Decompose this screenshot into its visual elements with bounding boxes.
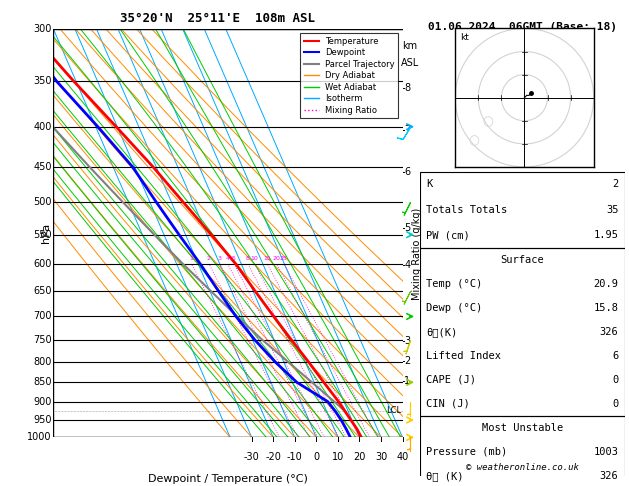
- Text: Most Unstable: Most Unstable: [482, 423, 563, 433]
- Text: hPa: hPa: [41, 223, 51, 243]
- Text: 900: 900: [33, 397, 52, 407]
- Text: 10: 10: [331, 451, 344, 462]
- Text: 8: 8: [245, 256, 249, 261]
- Text: 20: 20: [272, 256, 280, 261]
- Text: 30: 30: [375, 451, 387, 462]
- Text: 326: 326: [599, 471, 618, 481]
- Text: CIN (J): CIN (J): [426, 399, 470, 409]
- Text: 1000: 1000: [27, 433, 52, 442]
- Text: 2: 2: [404, 356, 411, 366]
- Text: 5: 5: [231, 256, 236, 261]
- Text: Pressure (mb): Pressure (mb): [426, 447, 508, 457]
- Text: 700: 700: [33, 312, 52, 321]
- Text: 300: 300: [33, 24, 52, 34]
- Text: PW (cm): PW (cm): [426, 230, 470, 240]
- Text: 25: 25: [280, 256, 287, 261]
- Text: 01.06.2024  06GMT (Base: 18): 01.06.2024 06GMT (Base: 18): [428, 21, 617, 32]
- Text: 5: 5: [404, 224, 411, 233]
- Text: 650: 650: [33, 286, 52, 296]
- Text: 6: 6: [612, 351, 618, 361]
- Text: 35: 35: [606, 205, 618, 215]
- Text: 0: 0: [313, 451, 320, 462]
- Text: Temp (°C): Temp (°C): [426, 279, 482, 289]
- Text: km: km: [403, 41, 418, 52]
- Text: 1: 1: [189, 256, 193, 261]
- Text: 800: 800: [33, 357, 52, 367]
- Text: 1: 1: [404, 377, 410, 386]
- Text: Surface: Surface: [501, 255, 544, 265]
- Text: 35°20'N  25°11'E  108m ASL: 35°20'N 25°11'E 108m ASL: [120, 12, 314, 25]
- Text: 0: 0: [612, 375, 618, 385]
- Text: 6: 6: [404, 167, 410, 177]
- Text: 500: 500: [33, 197, 52, 208]
- Text: 20: 20: [353, 451, 365, 462]
- Text: Mixing Ratio (g/kg): Mixing Ratio (g/kg): [411, 208, 421, 300]
- Legend: Temperature, Dewpoint, Parcel Trajectory, Dry Adiabat, Wet Adiabat, Isotherm, Mi: Temperature, Dewpoint, Parcel Trajectory…: [301, 34, 398, 118]
- Text: Dewp (°C): Dewp (°C): [426, 303, 482, 313]
- Text: -30: -30: [244, 451, 260, 462]
- Text: 4: 4: [404, 260, 410, 270]
- Text: 400: 400: [33, 122, 52, 132]
- Bar: [420, 416, 625, 486]
- Text: 326: 326: [599, 327, 618, 337]
- Text: ASL: ASL: [401, 58, 419, 68]
- Text: 450: 450: [33, 162, 52, 172]
- Bar: [420, 248, 625, 416]
- Text: © weatheronline.co.uk: © weatheronline.co.uk: [466, 463, 579, 471]
- Text: θᴇ (K): θᴇ (K): [426, 471, 464, 481]
- Text: Totals Totals: Totals Totals: [426, 205, 508, 215]
- Text: 3: 3: [218, 256, 221, 261]
- Text: 10: 10: [250, 256, 258, 261]
- Text: 2: 2: [612, 179, 618, 189]
- Text: -10: -10: [287, 451, 303, 462]
- Text: 2: 2: [206, 256, 211, 261]
- Text: kt: kt: [460, 33, 469, 42]
- Text: 3: 3: [404, 336, 410, 346]
- Text: 15.8: 15.8: [594, 303, 618, 313]
- Text: -20: -20: [265, 451, 281, 462]
- Text: 950: 950: [33, 415, 52, 425]
- Text: 600: 600: [33, 259, 52, 269]
- Text: 550: 550: [33, 230, 52, 240]
- Text: 7: 7: [404, 125, 411, 135]
- Text: LCL: LCL: [386, 406, 401, 416]
- Text: 850: 850: [33, 377, 52, 387]
- Text: Lifted Index: Lifted Index: [426, 351, 501, 361]
- Text: 750: 750: [33, 335, 52, 345]
- Text: 20.9: 20.9: [594, 279, 618, 289]
- Text: 15: 15: [263, 256, 271, 261]
- Text: 1.95: 1.95: [594, 230, 618, 240]
- Text: CAPE (J): CAPE (J): [426, 375, 476, 385]
- Text: 0: 0: [612, 399, 618, 409]
- Text: 350: 350: [33, 76, 52, 87]
- Text: 40: 40: [396, 451, 409, 462]
- Text: ○: ○: [468, 134, 479, 147]
- Text: θᴇ(K): θᴇ(K): [426, 327, 457, 337]
- Text: 1003: 1003: [594, 447, 618, 457]
- Text: ○: ○: [482, 115, 493, 128]
- Text: K: K: [426, 179, 433, 189]
- Bar: [420, 172, 625, 248]
- Text: 8: 8: [404, 83, 410, 93]
- Text: 4: 4: [225, 256, 230, 261]
- Text: Dewpoint / Temperature (°C): Dewpoint / Temperature (°C): [148, 474, 308, 484]
